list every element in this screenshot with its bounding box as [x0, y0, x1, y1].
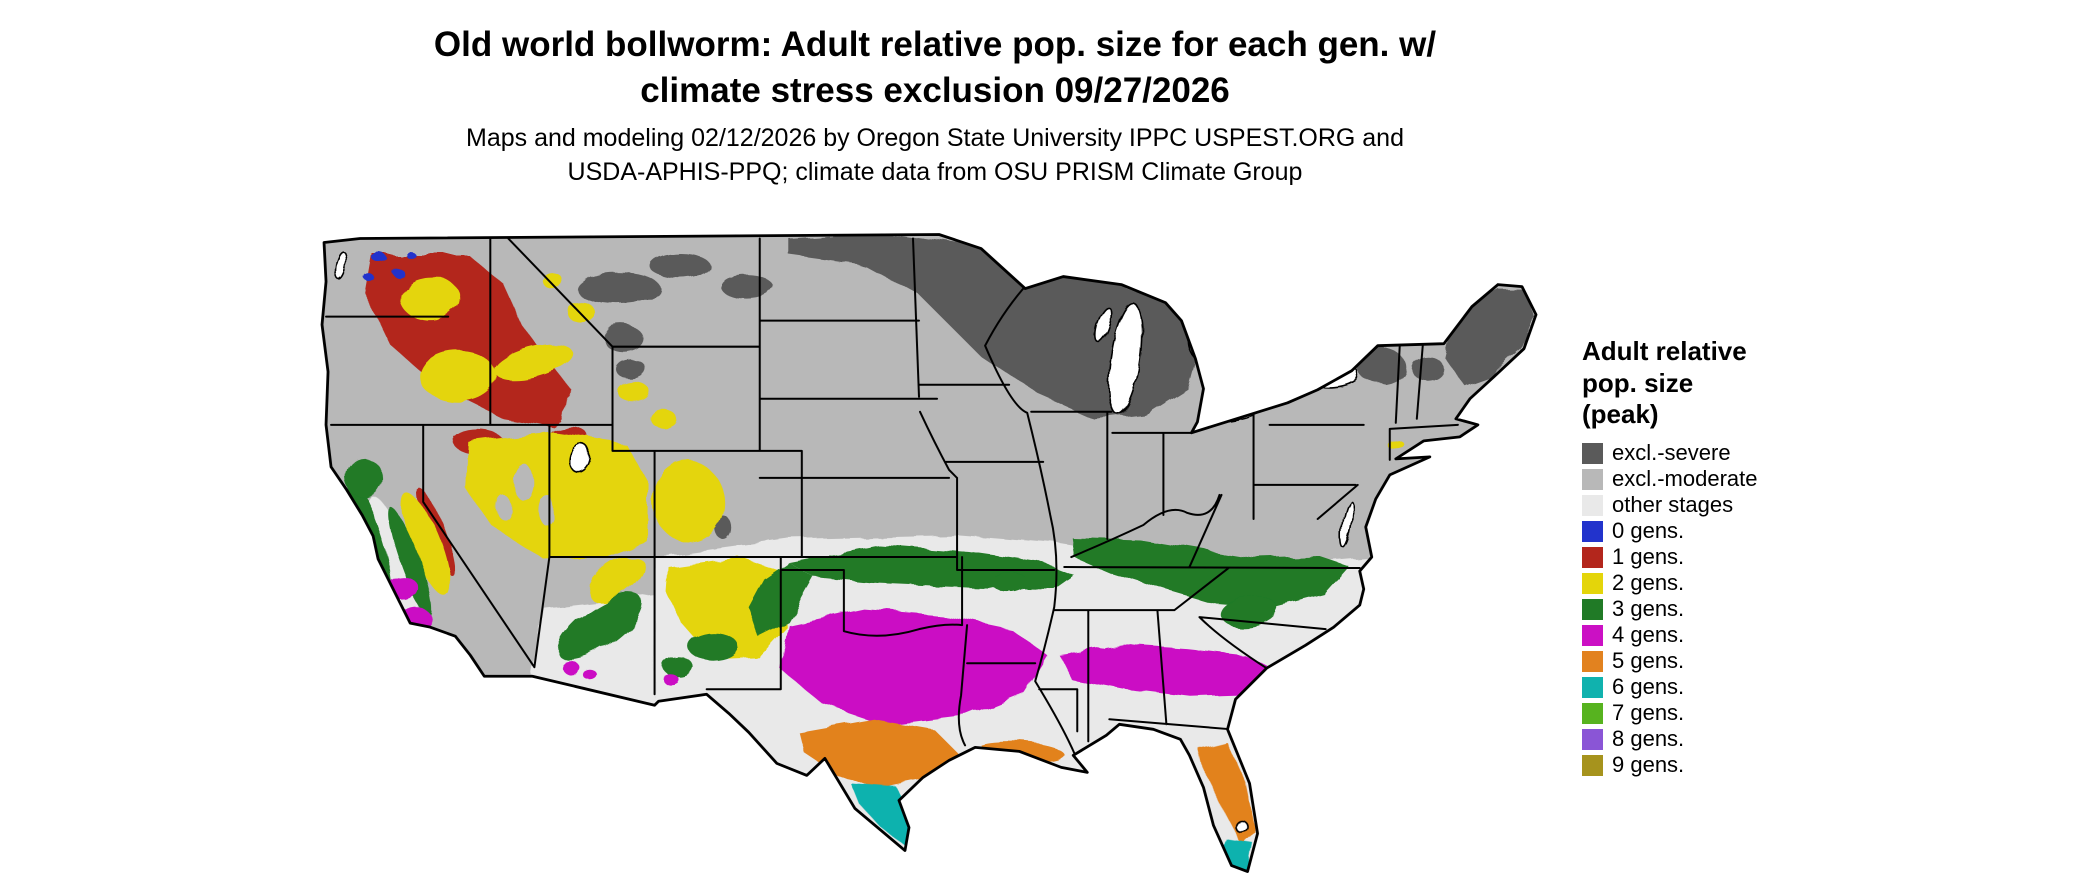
legend-item-gens7: 7 gens.: [1582, 700, 1912, 726]
page-title: Old world bollworm: Adult relative pop. …: [0, 22, 1870, 114]
state-borders: [325, 237, 1459, 757]
legend-title: Adult relative pop. size (peak): [1582, 336, 1912, 431]
legend-title-line-1: Adult relative: [1582, 336, 1747, 366]
legend-label: 1 gens.: [1612, 544, 1685, 570]
legend-label: other stages: [1612, 492, 1734, 518]
legend-title-line-2: pop. size: [1582, 367, 1694, 398]
us-map: [318, 226, 1540, 888]
legend-label: 9 gens.: [1612, 752, 1685, 778]
legend-item-gens5: 5 gens.: [1582, 648, 1912, 674]
legend-label: 2 gens.: [1612, 570, 1685, 596]
legend-swatch: [1582, 702, 1603, 724]
legend-label: 8 gens.: [1612, 726, 1685, 752]
legend-label: excl.-severe: [1612, 440, 1731, 466]
legend-swatch: [1582, 442, 1603, 464]
legend-swatch: [1582, 520, 1603, 542]
title-line-1: Old world bollworm: Adult relative pop. …: [433, 25, 1437, 64]
legend-item-excl_severe: excl.-severe: [1582, 440, 1912, 466]
legend-label: 6 gens.: [1612, 674, 1685, 700]
legend-swatch: [1582, 572, 1603, 594]
legend-swatch: [1582, 468, 1603, 490]
us-map-svg: [320, 233, 1538, 873]
chesapeake-bay: [1340, 500, 1355, 550]
legend-swatch: [1582, 728, 1603, 750]
legend-swatch: [1582, 546, 1603, 568]
legend-items: excl.-severe excl.-moderate other stages…: [1582, 440, 1912, 778]
legend-swatch: [1582, 676, 1603, 698]
legend-item-gens6: 6 gens.: [1582, 674, 1912, 700]
title-line-2: climate stress exclusion 09/27/2026: [640, 71, 1230, 111]
page-subtitle: Maps and modeling 02/12/2026 by Oregon S…: [0, 122, 1870, 190]
puget-sound: [333, 249, 347, 280]
legend-item-excl_moderate: excl.-moderate: [1582, 466, 1912, 492]
legend-item-gens4: 4 gens.: [1582, 622, 1912, 648]
legend-item-gens9: 9 gens.: [1582, 752, 1912, 778]
us-outline: [320, 233, 1538, 873]
legend-item-gens0: 0 gens.: [1582, 518, 1912, 544]
legend-label: excl.-moderate: [1612, 466, 1758, 492]
subtitle-line-1: Maps and modeling 02/12/2026 by Oregon S…: [466, 124, 1404, 152]
lake-michigan: [1107, 302, 1143, 416]
legend-item-gens1: 1 gens.: [1582, 544, 1912, 570]
legend-swatch: [1582, 494, 1603, 516]
legend-item-gens2: 2 gens.: [1582, 570, 1912, 596]
legend-item-gens8: 8 gens.: [1582, 726, 1912, 752]
legend-swatch: [1582, 754, 1603, 776]
legend-item-gens3: 3 gens.: [1582, 596, 1912, 622]
great-salt-lake: [569, 444, 592, 474]
legend-swatch: [1582, 598, 1603, 620]
legend-label: 5 gens.: [1612, 648, 1685, 674]
legend-label: 0 gens.: [1612, 518, 1685, 544]
lake-okeechobee: [1233, 818, 1248, 833]
legend-swatch: [1582, 624, 1603, 646]
legend: Adult relative pop. size (peak) excl.-se…: [1582, 336, 1912, 778]
legend-title-line-3: (peak): [1582, 399, 1659, 430]
legend-swatch: [1582, 650, 1603, 672]
legend-label: 3 gens.: [1612, 596, 1685, 622]
green-bay: [1094, 306, 1113, 343]
subtitle-line-2: USDA-APHIS-PPQ; climate data from OSU PR…: [567, 157, 1303, 186]
legend-label: 4 gens.: [1612, 622, 1685, 648]
legend-label: 7 gens.: [1612, 700, 1685, 726]
legend-item-other_stages: other stages: [1582, 492, 1912, 518]
